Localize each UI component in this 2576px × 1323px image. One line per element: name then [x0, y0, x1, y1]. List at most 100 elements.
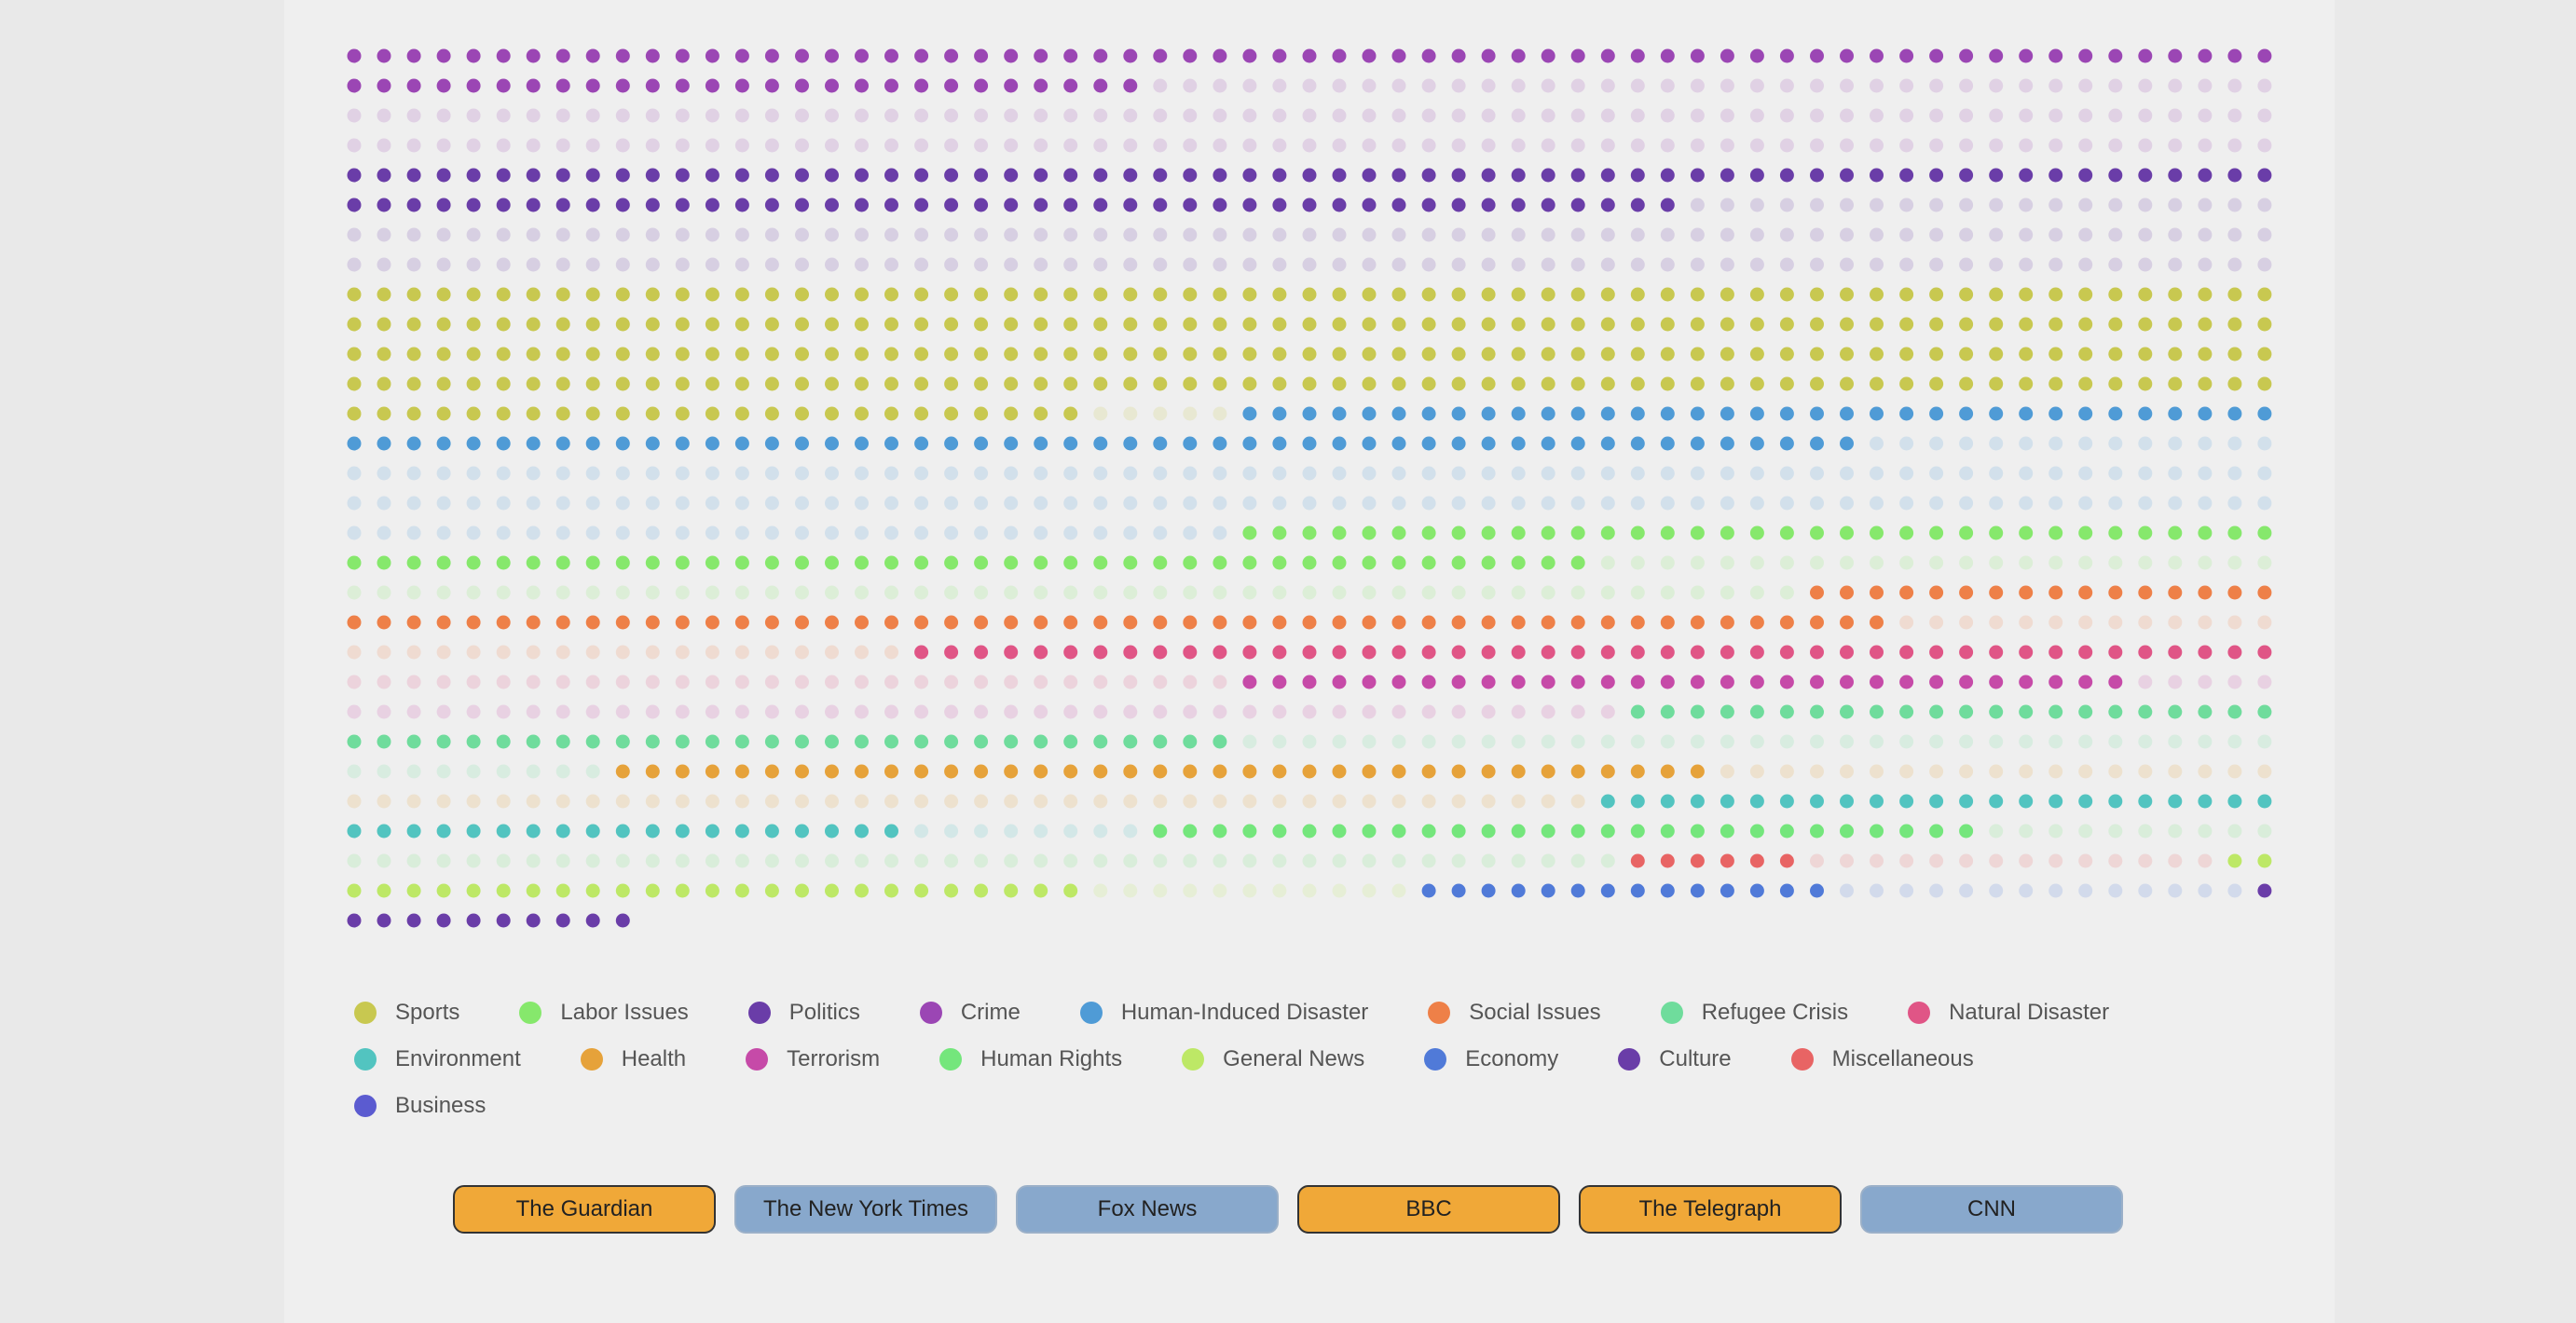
dot-highlighted	[406, 376, 421, 391]
dot-highlighted	[377, 436, 391, 451]
dot-highlighted	[1690, 615, 1705, 630]
dot-faded	[914, 585, 929, 600]
dot-highlighted	[705, 287, 719, 302]
dot-highlighted	[1421, 645, 1436, 660]
dot-faded	[436, 257, 451, 272]
dot-faded	[1391, 585, 1406, 600]
dot-highlighted	[914, 555, 929, 570]
legend-item: Politics	[747, 995, 860, 1030]
dot-highlighted	[496, 406, 511, 421]
dot-highlighted	[555, 615, 570, 630]
dot-faded	[1272, 496, 1287, 511]
source-button-cnn[interactable]: CNN	[1860, 1185, 2123, 1234]
dot-highlighted	[1421, 555, 1436, 570]
dot-faded	[1123, 675, 1138, 689]
dot-faded	[1481, 734, 1496, 749]
chart-panel	[284, 0, 2335, 1323]
dot-highlighted	[2168, 645, 2183, 660]
dot-faded	[944, 704, 959, 719]
dot-highlighted	[1034, 406, 1048, 421]
source-button-the-telegraph[interactable]: The Telegraph	[1579, 1185, 1842, 1234]
dot-faded	[2198, 824, 2213, 839]
dot-faded	[1272, 108, 1287, 123]
dot-highlighted	[1153, 645, 1168, 660]
dot-faded	[377, 466, 391, 481]
dot-highlighted	[555, 48, 570, 63]
dot-faded	[1690, 78, 1705, 93]
dot-faded	[1451, 853, 1466, 868]
dot-faded	[1391, 466, 1406, 481]
dot-highlighted	[2227, 287, 2242, 302]
dot-faded	[884, 853, 898, 868]
dot-highlighted	[2078, 794, 2093, 809]
dot-faded	[1123, 257, 1138, 272]
dot-highlighted	[466, 376, 481, 391]
dot-faded	[705, 138, 719, 153]
source-button-bbc[interactable]: BBC	[1297, 1185, 1560, 1234]
dot-faded	[1093, 853, 1108, 868]
dot-faded	[1660, 108, 1675, 123]
dot-faded	[615, 227, 630, 242]
dot-highlighted	[1660, 645, 1675, 660]
source-button-the-guardian[interactable]: The Guardian	[453, 1185, 716, 1234]
dot-faded	[1600, 585, 1615, 600]
dot-faded	[2138, 734, 2153, 749]
dot-highlighted	[2138, 585, 2153, 600]
dot-faded	[944, 585, 959, 600]
source-button-the-new-york-times[interactable]: The New York Times	[734, 1185, 997, 1234]
dot-faded	[1123, 585, 1138, 600]
dot-highlighted	[1840, 287, 1854, 302]
dot-faded	[1093, 585, 1108, 600]
dot-highlighted	[1810, 794, 1824, 809]
dot-faded	[974, 675, 989, 689]
dot-faded	[1570, 138, 1585, 153]
dot-faded	[1840, 734, 1854, 749]
dot-faded	[1989, 734, 2004, 749]
dot-highlighted	[1391, 48, 1406, 63]
dot-faded	[1213, 883, 1227, 898]
dot-highlighted	[1153, 555, 1168, 570]
dot-highlighted	[1840, 168, 1854, 183]
dot-highlighted	[1302, 675, 1317, 689]
dot-highlighted	[1720, 168, 1734, 183]
dot-highlighted	[1660, 615, 1675, 630]
dot-highlighted	[377, 376, 391, 391]
dot-faded	[1810, 227, 1824, 242]
dot-highlighted	[1123, 287, 1138, 302]
dot-highlighted	[1063, 347, 1078, 361]
dot-highlighted	[1630, 287, 1645, 302]
dot-faded	[2048, 257, 2063, 272]
dot-highlighted	[2168, 704, 2183, 719]
legend-item: Economy	[1424, 1042, 1558, 1077]
dot-faded	[2078, 764, 2093, 779]
dot-faded	[2078, 78, 2093, 93]
dot-faded	[1183, 108, 1198, 123]
dot-faded	[1362, 794, 1377, 809]
dot-highlighted	[526, 317, 541, 332]
source-button-fox-news[interactable]: Fox News	[1016, 1185, 1279, 1234]
dot-highlighted	[1570, 317, 1585, 332]
dot-highlighted	[944, 555, 959, 570]
dot-faded	[1749, 585, 1764, 600]
dot-faded	[734, 853, 749, 868]
dot-faded	[884, 227, 898, 242]
dot-highlighted	[795, 347, 809, 361]
dot-faded	[1570, 257, 1585, 272]
dot-highlighted	[705, 317, 719, 332]
dot-highlighted	[1302, 824, 1317, 839]
dot-faded	[1034, 496, 1048, 511]
dot-faded	[1690, 257, 1705, 272]
dot-highlighted	[1451, 376, 1466, 391]
dot-faded	[1004, 466, 1019, 481]
dot-faded	[1213, 257, 1227, 272]
dot-highlighted	[2138, 704, 2153, 719]
dot-faded	[1899, 734, 1914, 749]
dot-faded	[705, 257, 719, 272]
dot-highlighted	[1989, 704, 2004, 719]
dot-highlighted	[1720, 376, 1734, 391]
dot-highlighted	[1541, 615, 1555, 630]
dot-highlighted	[1004, 615, 1019, 630]
dot-faded	[1959, 78, 1974, 93]
dot-faded	[1183, 675, 1198, 689]
dot-highlighted	[2168, 168, 2183, 183]
